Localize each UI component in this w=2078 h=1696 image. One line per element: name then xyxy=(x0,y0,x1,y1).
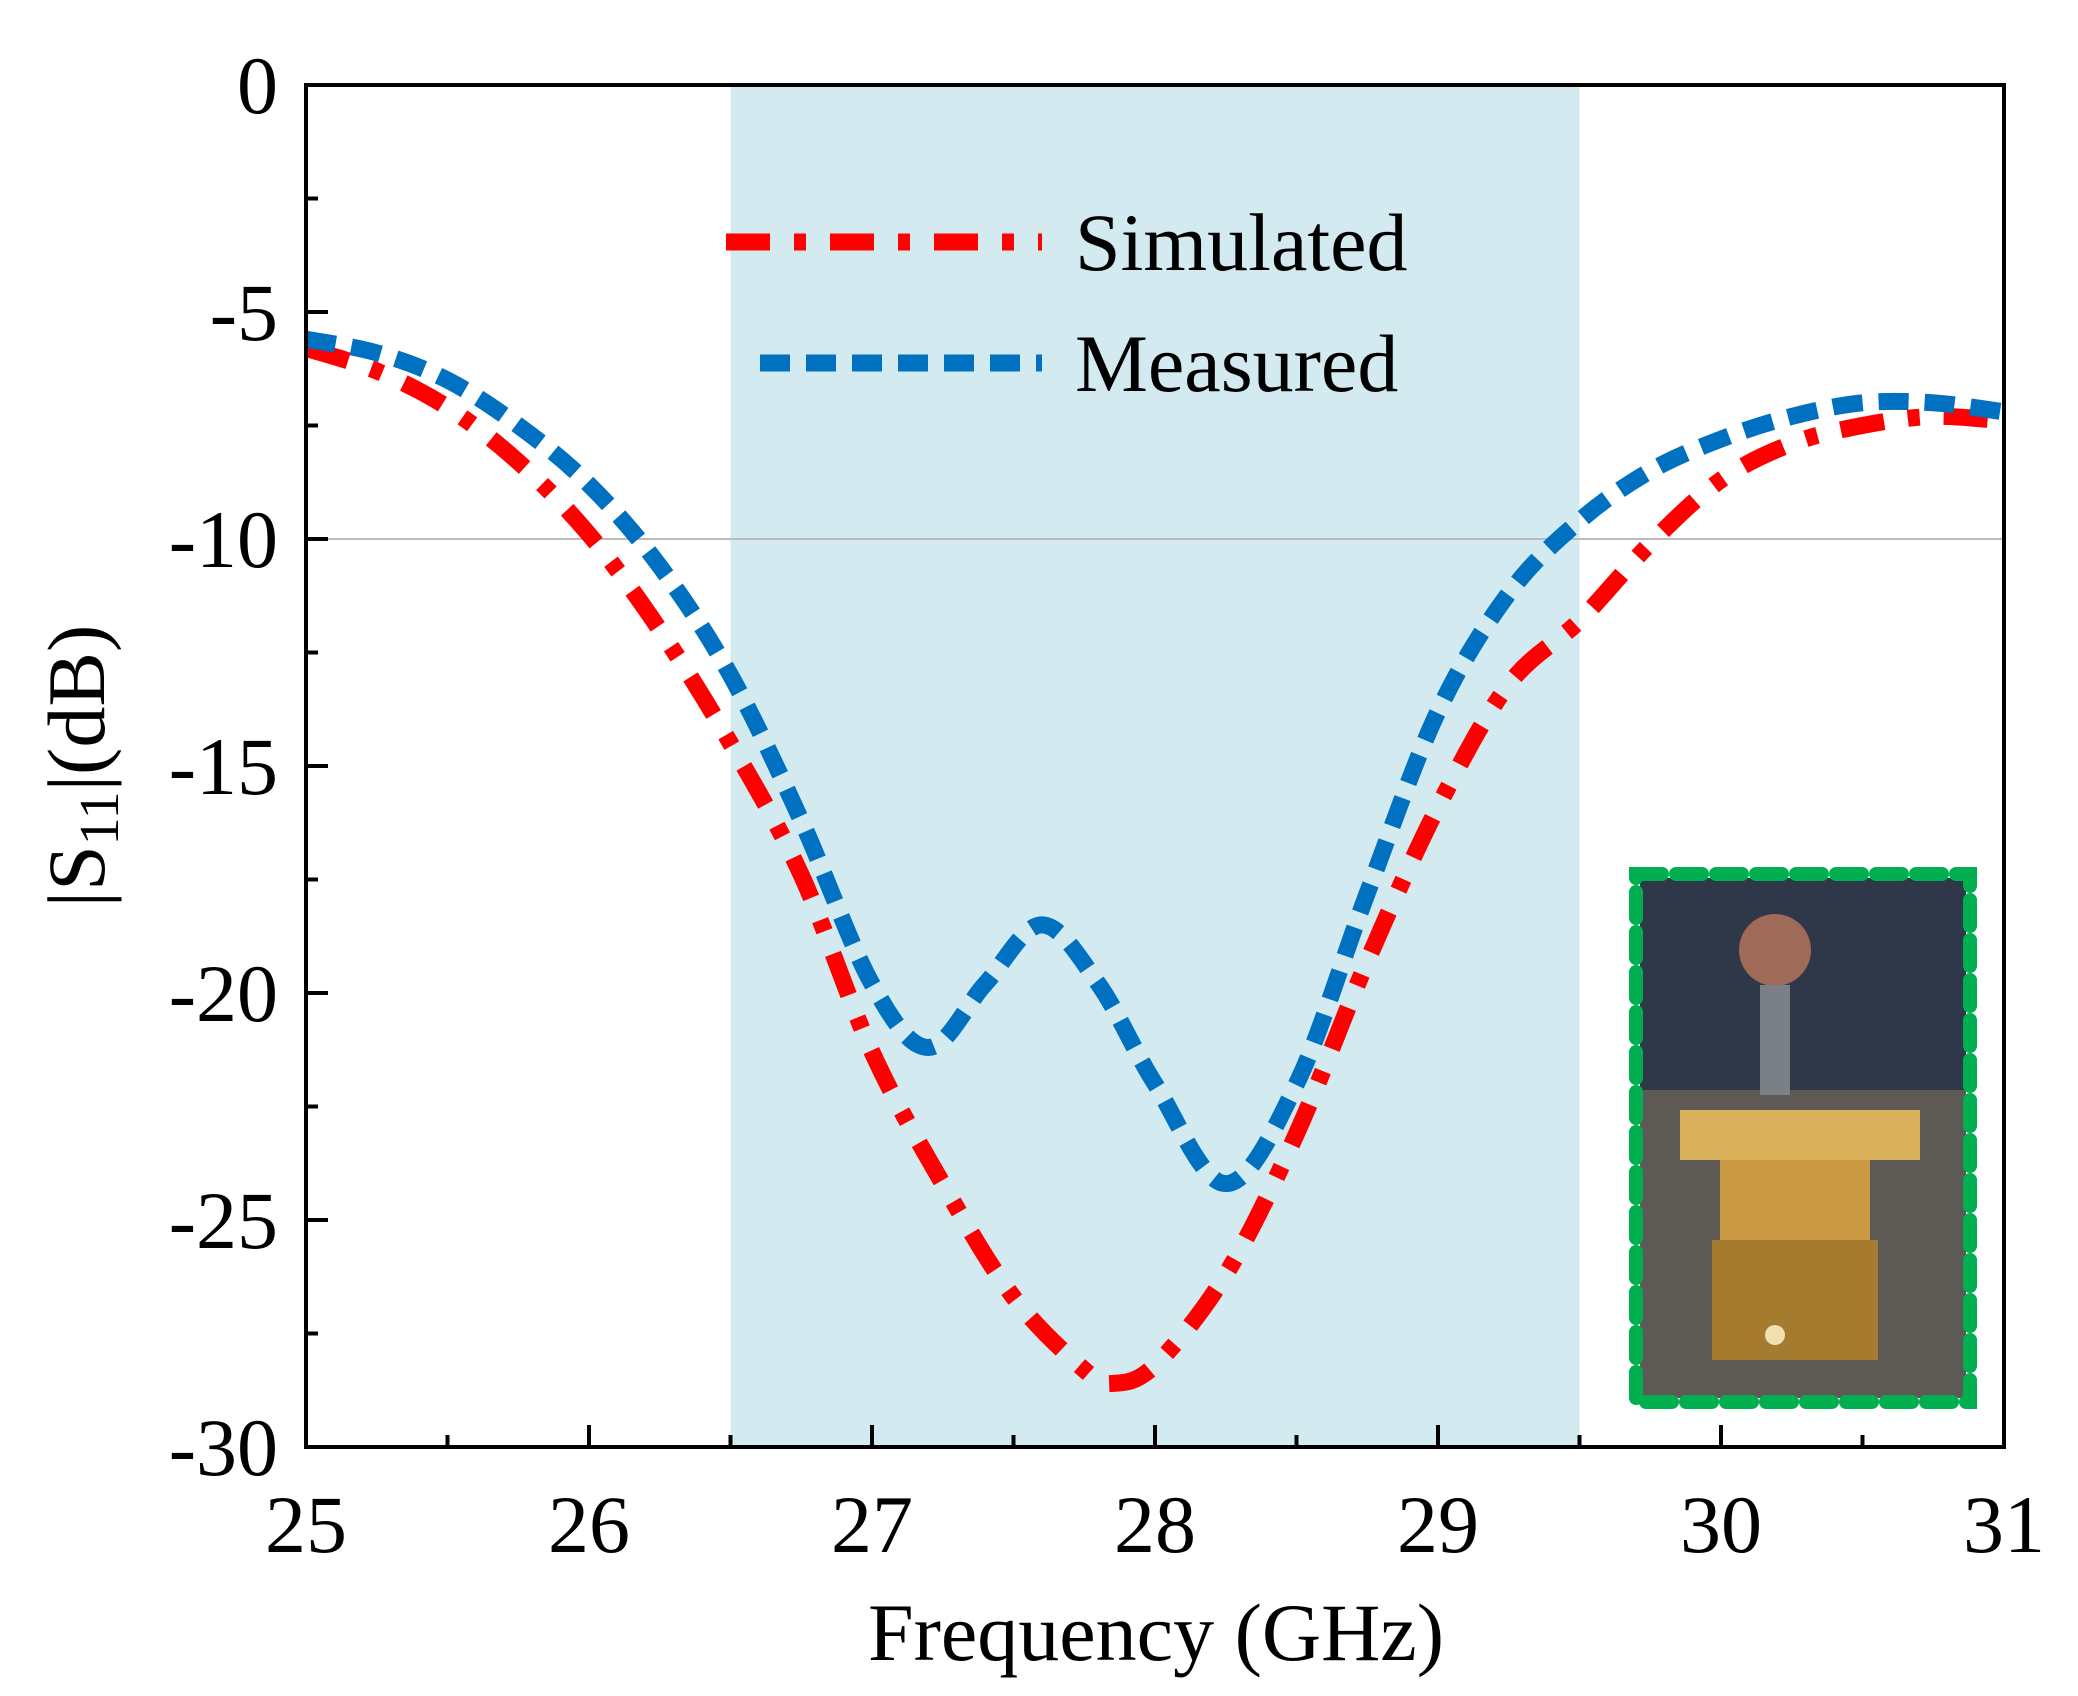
data-line xyxy=(306,340,2004,1393)
legend-label: Simulated xyxy=(1075,197,1408,288)
plot-frame xyxy=(304,83,2006,1449)
inset-photo xyxy=(1629,867,1977,1409)
y-axis-label-part: |(dB) xyxy=(31,625,122,792)
highlight-band xyxy=(730,85,1580,1447)
y-axis-label-subscript: 11 xyxy=(69,791,131,845)
x-tick-label: 26 xyxy=(548,1479,630,1570)
x-tick-label: 29 xyxy=(1397,1479,1479,1570)
y-tick-label: 0 xyxy=(237,40,278,131)
x-tick-label: 30 xyxy=(1680,1479,1762,1570)
x-axis-label: Frequency (GHz) xyxy=(868,1587,1444,1678)
y-tick-label: -10 xyxy=(169,494,278,585)
y-tick-label: -25 xyxy=(169,1175,278,1266)
y-axis-label: |S11|(dB) xyxy=(31,625,131,908)
x-tick-label: 31 xyxy=(1963,1479,2045,1570)
data-line xyxy=(306,330,2004,1193)
plot-area: 25 26 27 28 29 30 31 -30 -25 -20 -15 -10 -5 0 Simulate… xyxy=(169,40,2045,1570)
x-tick-label: 27 xyxy=(831,1479,913,1570)
x-tick-label: 25 xyxy=(265,1479,347,1570)
y-tick-label: -20 xyxy=(169,948,278,1039)
x-tick-label: 28 xyxy=(1114,1479,1196,1570)
y-tick-label: -15 xyxy=(169,721,278,812)
y-tick-label: -30 xyxy=(169,1402,278,1493)
y-axis-label-part: |S xyxy=(31,845,122,907)
y-tick-label: -5 xyxy=(210,267,278,358)
legend-label: Measured xyxy=(1075,318,1398,409)
